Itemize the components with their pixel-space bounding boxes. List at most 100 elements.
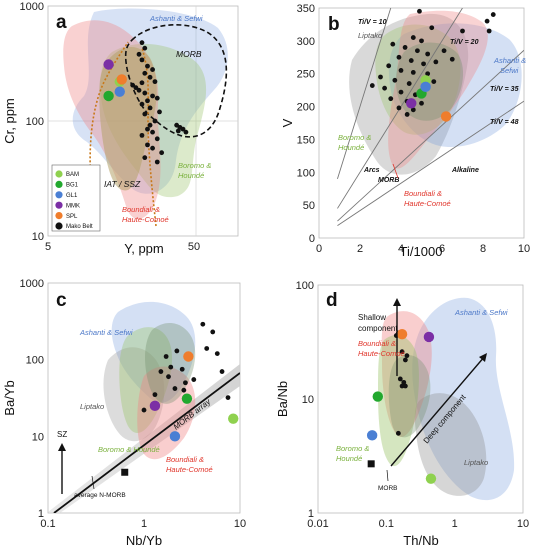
- sample-mmk: [423, 331, 435, 343]
- mako-point: [419, 100, 424, 106]
- field-c-liptako: [103, 347, 165, 442]
- mako-point: [179, 366, 185, 372]
- deep-arrow-head: [479, 353, 487, 362]
- panel-a: a Ashanti & Sefwi MORB IAT / SSZ Boromo …: [2, 1, 239, 256]
- ratio-line-35: [337, 49, 524, 222]
- panel-b: b Ti/V = 10 Ti/V = 20 Ti/V = 35 Ti/V = 4…: [280, 3, 530, 259]
- field-b-boundiali: [388, 10, 488, 169]
- mako-point: [145, 126, 150, 132]
- panel-d-xlabel: Th/Nb: [403, 533, 438, 548]
- nmorb-label: average N-MORB: [74, 492, 126, 499]
- sample-bg1: [103, 90, 114, 102]
- panel-d-ticks: 0.01 0.1 1 10 1 10 100: [296, 280, 529, 530]
- field-a-iat-outline-left: [89, 41, 129, 227]
- mako-point: [180, 126, 186, 132]
- sample-spl: [116, 74, 127, 85]
- panel-b-xtick-2: 4: [398, 243, 404, 255]
- mako-point: [150, 145, 155, 151]
- panel-b-ytick-4: 200: [297, 102, 315, 114]
- field-c-boundiali: [137, 366, 196, 460]
- mako-point: [382, 85, 387, 91]
- panel-d-letter: d: [326, 290, 338, 311]
- mako-point: [147, 122, 153, 128]
- panel-b-ytick-5: 250: [297, 69, 315, 81]
- mako-point: [410, 70, 416, 75]
- sample-spl: [440, 111, 452, 122]
- nmorb-marker: [121, 468, 129, 476]
- mako-point: [130, 82, 136, 88]
- panel-c-fields: [48, 301, 240, 513]
- mako-point: [404, 353, 410, 359]
- panel-a-ytick-0: 10: [32, 231, 44, 243]
- mako-point: [139, 101, 145, 107]
- panel-d-marks: [366, 329, 437, 484]
- mako-point: [157, 109, 162, 115]
- legend-marker-mmk: [55, 201, 63, 209]
- field-d-ashanti: [412, 297, 515, 501]
- sample-bam: [425, 473, 437, 484]
- panel-b-ytick-1: 50: [303, 200, 315, 212]
- field-b-boundiali-label: Boundiali & Haute-Comoé: [404, 189, 451, 208]
- panel-d-fields: [366, 297, 515, 501]
- mako-point: [425, 71, 431, 77]
- legend-marker-bam: [55, 170, 63, 178]
- sample-bg1: [181, 393, 193, 404]
- mako-point: [159, 150, 165, 156]
- field-a-ashanti-label: Ashanti & Sefwi: [149, 14, 203, 23]
- panel-a-xtick-0: 5: [45, 241, 51, 253]
- field-a-boromo-label: Boromo & Houndé: [178, 161, 211, 180]
- field-b-morb-label: MORB: [378, 177, 399, 184]
- mako-point: [142, 90, 148, 96]
- panel-d-ylabel: Ba/Nb: [275, 381, 290, 417]
- mako-point: [431, 79, 437, 84]
- panel-d-xtick-3: 10: [517, 518, 529, 530]
- field-b-boromo-label: Boromo & Houndé: [338, 133, 371, 152]
- mako-point: [181, 387, 187, 393]
- panel-c-marks: [121, 321, 239, 476]
- field-c-ashanti: [111, 301, 196, 403]
- panel-a-ylabel: Cr, ppm: [2, 98, 17, 144]
- panel-b-ytick-3: 150: [297, 134, 315, 146]
- panel-d-xtick-2: 1: [452, 518, 458, 530]
- sample-gl1: [114, 86, 125, 97]
- mako-point: [390, 41, 396, 47]
- mako-point: [154, 95, 160, 101]
- legend-label-gl1: GL1: [66, 193, 78, 199]
- panel-c-xlabel: Nb/Yb: [126, 533, 162, 548]
- mako-point: [490, 12, 496, 17]
- mako-point: [172, 386, 178, 391]
- legend-label-bam: BAM: [66, 172, 79, 178]
- mako-point: [139, 132, 145, 138]
- mako-point: [152, 118, 158, 124]
- panel-c-ytick-1: 10: [32, 431, 44, 443]
- panel-c-xtick-1: 1: [141, 518, 147, 530]
- mako-point: [150, 129, 155, 135]
- ratio-label-35: Ti/V = 35: [490, 86, 519, 93]
- panel-d-xtick-0: 0.01: [307, 518, 328, 530]
- panel-b-fields: [337, 8, 524, 227]
- morb-array-line: [53, 372, 240, 513]
- mako-point: [419, 38, 424, 44]
- morb-d-label: MORB: [378, 485, 398, 492]
- field-c-boundiali-label: Boundiali & Haute-Comoé: [166, 455, 213, 474]
- panel-d-ytick-0: 1: [308, 508, 314, 520]
- mako-point: [168, 364, 174, 370]
- mako-point: [145, 63, 150, 69]
- panel-a-xtick-1: 50: [188, 241, 200, 253]
- panel-c-ylabel: Ba/Yb: [2, 380, 17, 415]
- mako-point: [486, 28, 492, 34]
- mako-point: [175, 128, 181, 134]
- mako-point: [163, 354, 169, 359]
- mako-point: [386, 63, 392, 69]
- mako-point: [410, 35, 416, 40]
- mako-point: [399, 349, 405, 355]
- mako-point: [147, 74, 153, 80]
- mako-point: [408, 58, 414, 63]
- morb-marker: [367, 460, 375, 468]
- mako-point: [139, 80, 145, 86]
- field-b-boundiali-pointer: [392, 163, 399, 179]
- field-c-boromo-label: Boromo & Houndé: [98, 445, 160, 454]
- deep-arrow: [390, 355, 486, 467]
- sample-bg1: [372, 391, 383, 402]
